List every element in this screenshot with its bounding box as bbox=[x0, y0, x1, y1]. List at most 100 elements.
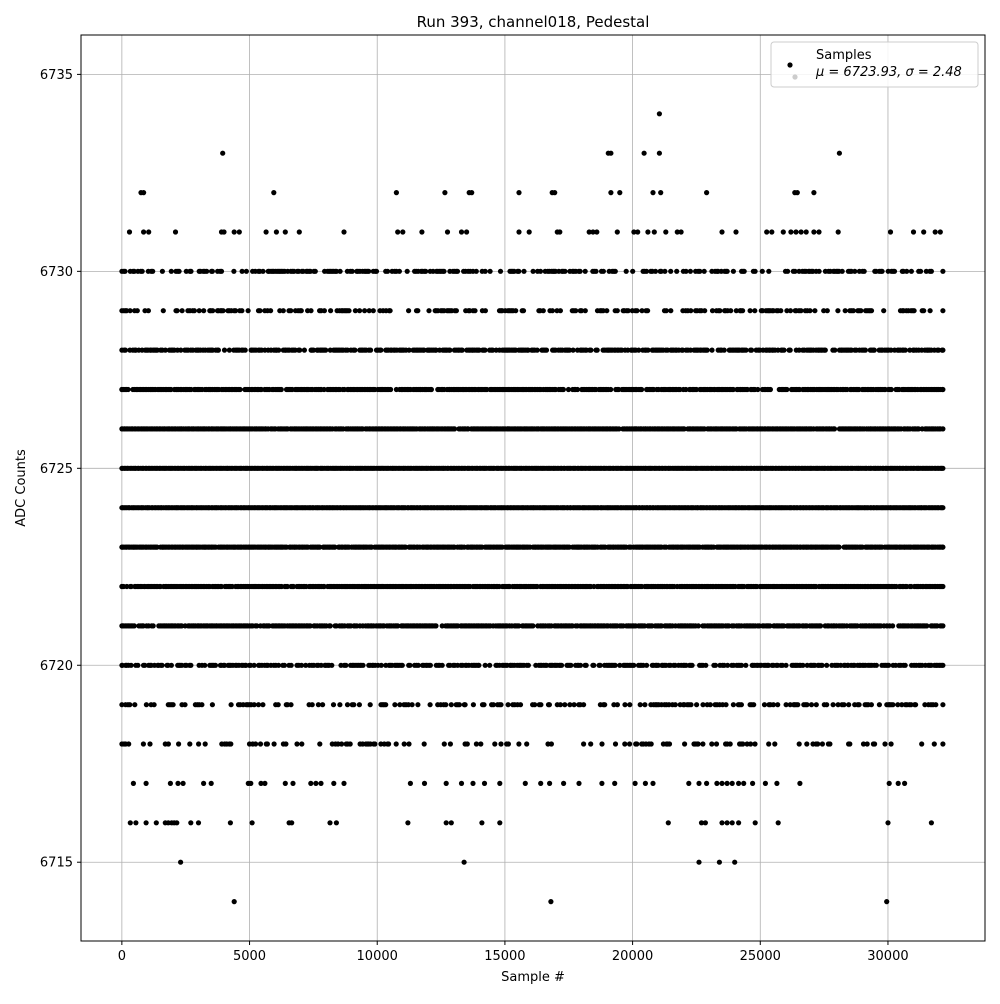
data-point bbox=[783, 663, 788, 668]
data-point bbox=[713, 663, 718, 668]
data-point bbox=[929, 820, 934, 825]
data-point bbox=[627, 741, 632, 746]
data-point bbox=[472, 308, 477, 313]
data-point bbox=[388, 308, 393, 313]
data-point bbox=[258, 741, 263, 746]
data-point bbox=[730, 820, 735, 825]
data-point bbox=[497, 781, 502, 786]
data-point bbox=[526, 663, 531, 668]
data-point bbox=[302, 348, 307, 353]
data-point bbox=[622, 741, 627, 746]
data-point bbox=[151, 623, 156, 628]
data-point bbox=[253, 741, 258, 746]
data-point bbox=[331, 781, 336, 786]
data-point bbox=[268, 308, 273, 313]
data-point bbox=[366, 269, 371, 274]
data-point bbox=[160, 663, 165, 668]
data-point bbox=[252, 663, 257, 668]
data-point bbox=[339, 741, 344, 746]
data-point bbox=[318, 781, 323, 786]
data-point bbox=[912, 308, 917, 313]
data-point bbox=[650, 781, 655, 786]
data-point bbox=[639, 387, 644, 392]
data-point bbox=[188, 663, 193, 668]
data-point bbox=[415, 308, 420, 313]
data-point bbox=[119, 663, 124, 668]
data-point bbox=[666, 820, 671, 825]
data-point bbox=[483, 308, 488, 313]
data-point bbox=[506, 702, 511, 707]
data-point bbox=[126, 741, 131, 746]
data-point bbox=[328, 308, 333, 313]
data-point bbox=[294, 741, 299, 746]
data-point bbox=[204, 269, 209, 274]
data-point bbox=[642, 702, 647, 707]
data-point bbox=[127, 702, 132, 707]
data-point bbox=[483, 663, 488, 668]
data-point bbox=[360, 663, 365, 668]
data-point bbox=[516, 741, 521, 746]
data-point bbox=[572, 702, 577, 707]
data-point bbox=[881, 308, 886, 313]
data-point bbox=[725, 820, 730, 825]
data-point bbox=[498, 269, 503, 274]
data-point bbox=[262, 781, 267, 786]
data-point bbox=[627, 702, 632, 707]
data-point bbox=[804, 702, 809, 707]
data-point bbox=[429, 387, 434, 392]
data-point bbox=[797, 741, 802, 746]
data-point bbox=[752, 741, 757, 746]
data-point bbox=[837, 545, 842, 550]
data-point bbox=[406, 308, 411, 313]
data-point bbox=[578, 663, 583, 668]
data-point bbox=[778, 308, 783, 313]
data-point bbox=[282, 663, 287, 668]
data-point bbox=[132, 702, 137, 707]
data-point bbox=[368, 348, 373, 353]
data-point bbox=[313, 269, 318, 274]
data-point bbox=[128, 308, 133, 313]
data-point bbox=[119, 426, 124, 431]
data-point bbox=[633, 781, 638, 786]
data-point bbox=[454, 308, 459, 313]
data-point bbox=[228, 741, 233, 746]
data-point bbox=[246, 308, 251, 313]
data-point bbox=[740, 308, 745, 313]
data-point bbox=[188, 820, 193, 825]
data-point bbox=[131, 781, 136, 786]
data-point bbox=[795, 702, 800, 707]
data-point bbox=[209, 781, 214, 786]
data-point bbox=[896, 781, 901, 786]
data-point bbox=[831, 702, 836, 707]
data-point bbox=[394, 741, 399, 746]
data-point bbox=[374, 269, 379, 274]
data-point bbox=[400, 663, 405, 668]
data-point bbox=[530, 623, 535, 628]
data-point bbox=[820, 663, 825, 668]
data-point bbox=[129, 663, 134, 668]
data-point bbox=[350, 269, 355, 274]
data-point bbox=[423, 269, 428, 274]
data-point bbox=[643, 781, 648, 786]
data-point bbox=[784, 387, 789, 392]
data-point bbox=[743, 348, 748, 353]
data-point bbox=[140, 269, 145, 274]
data-point bbox=[535, 348, 540, 353]
data-point bbox=[492, 741, 497, 746]
data-point bbox=[804, 741, 809, 746]
data-point bbox=[177, 269, 182, 274]
data-point bbox=[709, 348, 714, 353]
data-point bbox=[928, 308, 933, 313]
data-point bbox=[144, 820, 149, 825]
data-point bbox=[772, 741, 777, 746]
data-point bbox=[346, 308, 351, 313]
data-point bbox=[588, 348, 593, 353]
data-point bbox=[119, 623, 124, 628]
data-point bbox=[232, 899, 237, 904]
data-point bbox=[815, 741, 820, 746]
data-point bbox=[383, 702, 388, 707]
data-point bbox=[832, 426, 837, 431]
data-point bbox=[550, 308, 555, 313]
